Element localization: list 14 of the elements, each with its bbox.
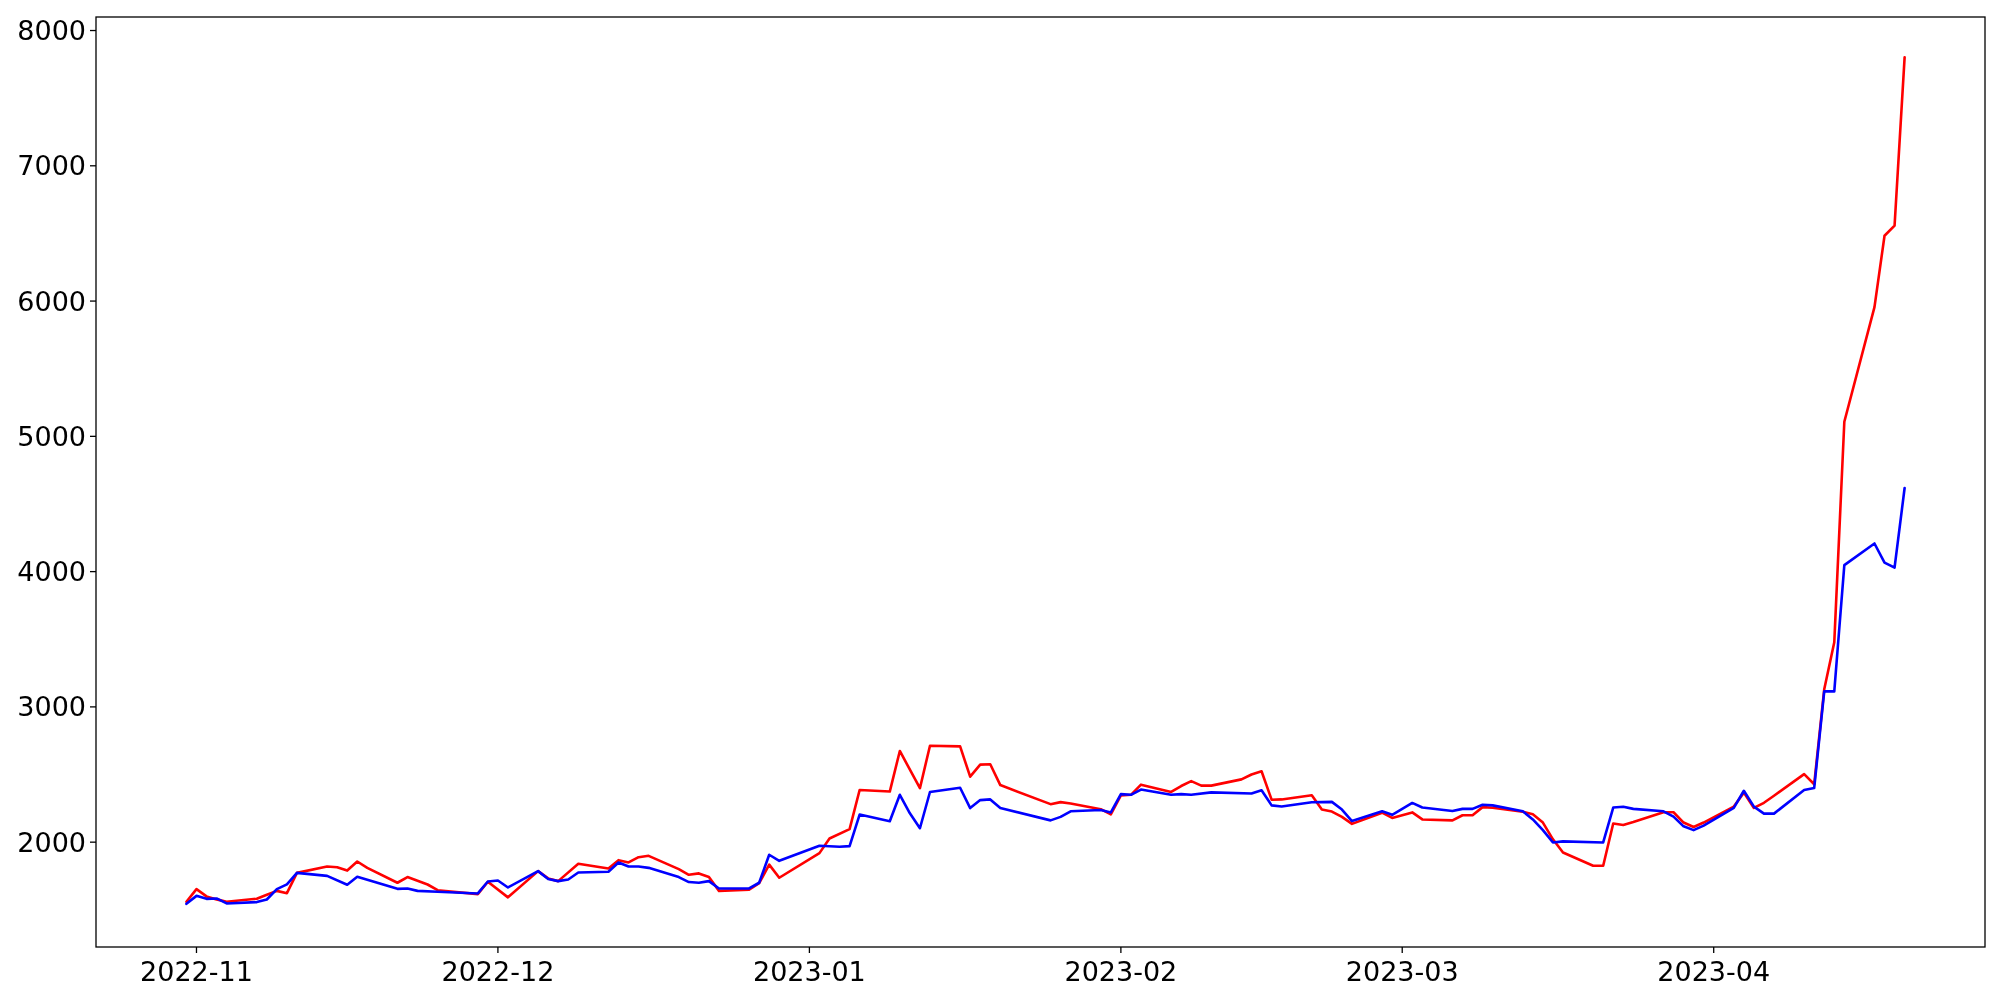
x-tick-label: 2022-11 (140, 956, 253, 987)
x-tick-label: 2023-04 (1657, 956, 1771, 987)
y-tick-label: 6000 (17, 285, 86, 317)
y-tick-label: 2000 (17, 826, 86, 858)
x-tick-label: 2023-03 (1345, 956, 1459, 987)
y-tick-label: 8000 (17, 15, 86, 47)
y-tick-label: 3000 (17, 691, 86, 723)
y-tick-label: 7000 (17, 150, 86, 182)
x-tick-label: 2022-12 (441, 956, 555, 987)
x-tick-label: 2023-01 (752, 956, 866, 987)
line-series (185, 486, 1906, 906)
x-tick-label: 2023-02 (1064, 956, 1178, 987)
y-tick-label: 5000 (17, 420, 86, 452)
y-tick-label: 4000 (17, 556, 86, 588)
